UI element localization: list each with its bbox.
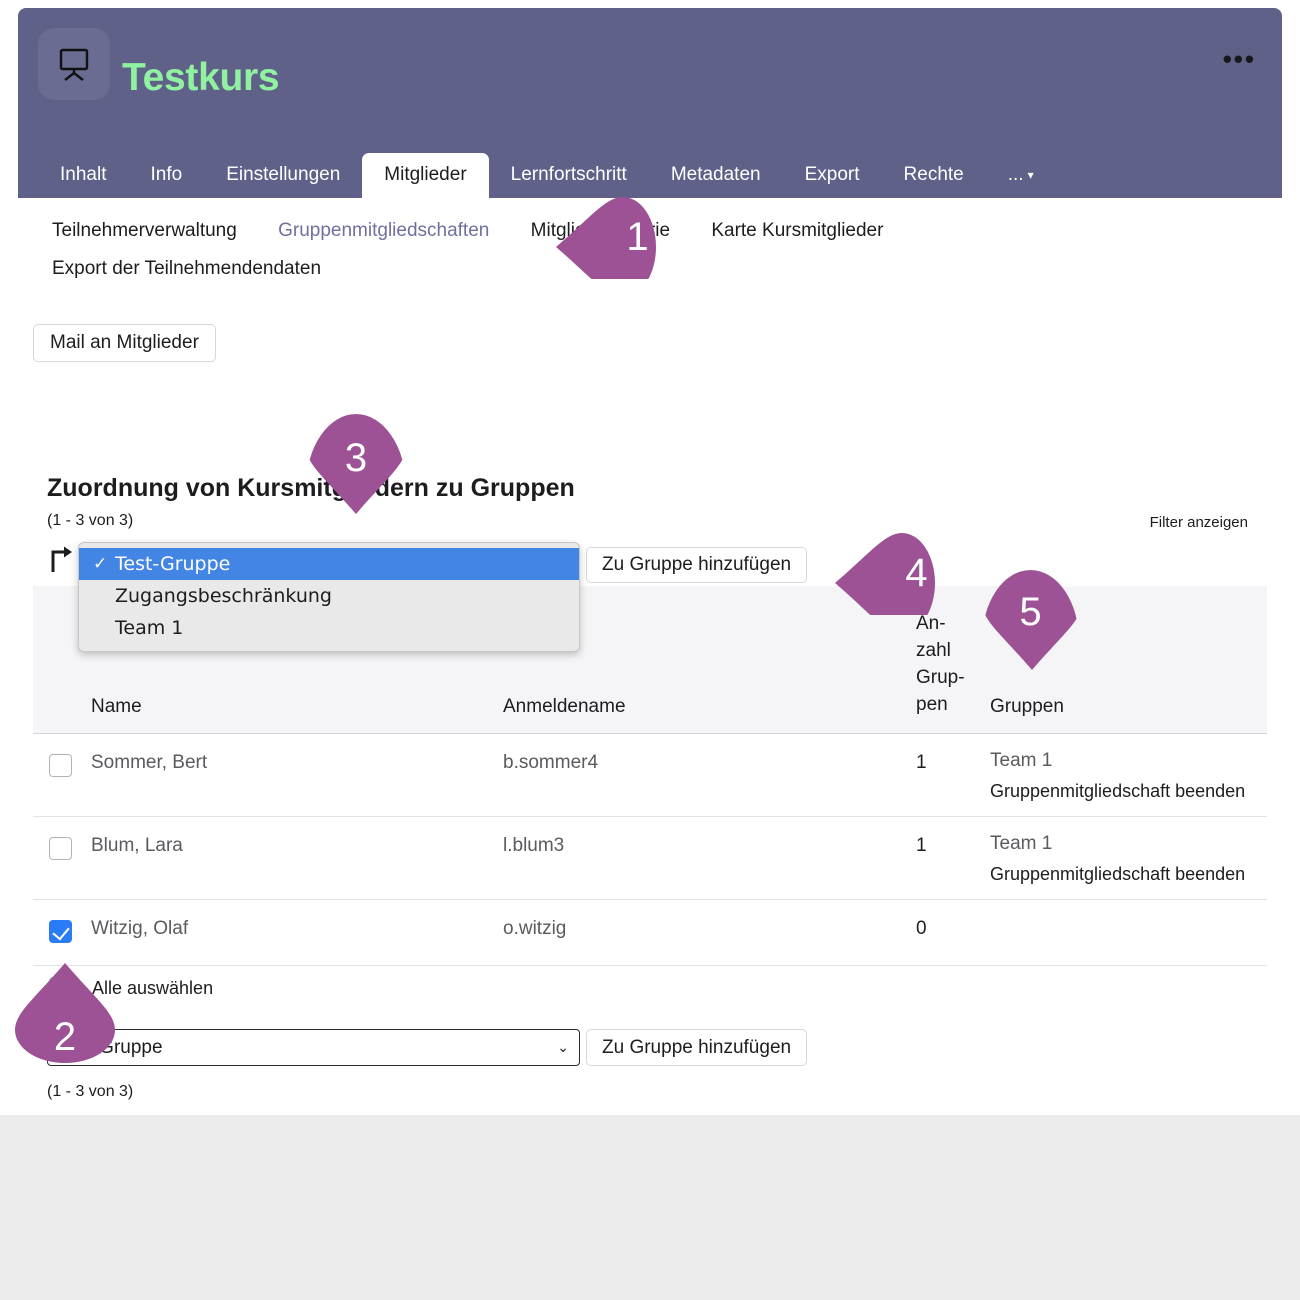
- dropdown-option-team-1[interactable]: Team 1: [79, 612, 579, 644]
- page-canvas: Testkurs ••• Inhalt Info Einstellungen M…: [0, 0, 1300, 1115]
- cell-anmeldename: o.witzig: [503, 918, 567, 939]
- subnav-item-mitgliedergalerie[interactable]: Mitgliedergalerie: [530, 220, 671, 241]
- sub-navigation: Teilnehmerverwaltung Gruppenmitgliedscha…: [52, 212, 1252, 288]
- add-to-group-button-top[interactable]: Zu Gruppe hinzufügen: [586, 547, 808, 583]
- column-header-line: An-: [916, 613, 946, 634]
- cell-name: Witzig, Olaf: [91, 918, 189, 939]
- column-header-name[interactable]: Name: [91, 696, 142, 717]
- tab-more[interactable]: ... ▾: [986, 153, 1056, 198]
- cell-anzahl-gruppen: 1: [916, 835, 927, 856]
- tab-einstellungen[interactable]: Einstellungen: [226, 164, 341, 185]
- tab-mitglieder[interactable]: Mitglieder: [362, 153, 489, 198]
- subnav-item-export-teilnehmendendaten[interactable]: Export der Teilnehmendendaten: [52, 258, 322, 279]
- column-header-anmeldename[interactable]: Anmeldename: [503, 696, 626, 717]
- tab-info[interactable]: Info: [150, 164, 183, 185]
- tab-more-label: ...: [1007, 164, 1024, 185]
- group-select-bottom-value: Test-Gruppe: [58, 1036, 163, 1058]
- select-all-row: Alle auswählen: [49, 977, 213, 1000]
- row-checkbox-cell: [49, 920, 72, 943]
- row-checkbox-cell: [49, 837, 72, 860]
- dropdown-option-label: Team 1: [115, 617, 184, 639]
- end-group-membership-link[interactable]: Gruppenmitgliedschaft beenden: [990, 781, 1246, 801]
- column-header-line: zahl: [916, 640, 951, 661]
- table-row: Blum, Lara l.blum3 1 Team 1 Gruppenmitgl…: [33, 817, 1267, 900]
- row-checkbox[interactable]: [49, 837, 72, 860]
- section-title: Zuordnung von Kursmitgliedern zu Gruppen: [47, 474, 575, 502]
- main-tab-bar: Inhalt Info Einstellungen Mitglieder Ler…: [18, 152, 1282, 198]
- cell-gruppen: Team 1 Gruppenmitgliedschaft beenden: [990, 829, 1245, 889]
- tab-export[interactable]: Export: [804, 164, 860, 185]
- column-header-gruppen[interactable]: Gruppen: [990, 696, 1064, 717]
- result-count-bottom: (1 - 3 von 3): [47, 1083, 134, 1100]
- select-all-label: Alle auswählen: [92, 978, 214, 998]
- dropdown-option-test-gruppe[interactable]: ✓ Test-Gruppe: [79, 548, 579, 580]
- row-checkbox-cell: [49, 754, 72, 777]
- chevron-down-icon: ⌄: [557, 1039, 569, 1055]
- result-count-top: (1 - 3 von 3): [47, 512, 134, 529]
- column-header-line: Grup-: [916, 667, 965, 688]
- column-header-line: pen: [916, 694, 948, 715]
- page-title: Testkurs: [122, 56, 280, 99]
- add-to-group-button-bottom[interactable]: Zu Gruppe hinzufügen: [586, 1029, 808, 1066]
- presentation-board-icon-svg: [59, 48, 89, 81]
- table-row: Witzig, Olaf o.witzig 0: [33, 900, 1267, 966]
- dropdown-option-label: Test-Gruppe: [115, 553, 231, 575]
- dropdown-option-label: Zugangsbeschränkung: [115, 585, 332, 607]
- table-row: Sommer, Bert b.sommer4 1 Team 1 Gruppenm…: [33, 734, 1267, 817]
- presentation-board-icon: [38, 28, 110, 100]
- more-options-icon[interactable]: •••: [1222, 44, 1256, 74]
- show-filter-link[interactable]: Filter anzeigen: [1149, 514, 1248, 531]
- cell-name: Blum, Lara: [91, 835, 183, 856]
- cell-anmeldename: l.blum3: [503, 835, 565, 856]
- mail-to-members-button[interactable]: Mail an Mitglieder: [33, 324, 216, 362]
- end-group-membership-link[interactable]: Gruppenmitgliedschaft beenden: [990, 864, 1246, 884]
- subnav-item-karte-kursmitglieder[interactable]: Karte Kursmitglieder: [711, 220, 884, 241]
- tab-inhalt[interactable]: Inhalt: [60, 164, 107, 185]
- cell-gruppen: Team 1 Gruppenmitgliedschaft beenden: [990, 746, 1245, 806]
- tab-rechte[interactable]: Rechte: [903, 164, 964, 185]
- check-icon: ✓: [93, 554, 108, 574]
- group-name: Team 1: [990, 750, 1053, 771]
- tab-lernfortschritt[interactable]: Lernfortschritt: [510, 164, 627, 185]
- subnav-item-gruppenmitgliedschaften[interactable]: Gruppenmitgliedschaften: [278, 220, 490, 241]
- row-checkbox[interactable]: [49, 920, 72, 943]
- arrow-up-right-icon: [51, 546, 72, 572]
- select-all-checkbox[interactable]: [49, 977, 72, 1000]
- dropdown-option-zugangsbeschraenkung[interactable]: Zugangsbeschränkung: [79, 580, 579, 612]
- row-checkbox[interactable]: [49, 754, 72, 777]
- column-header-anzahl-gruppen[interactable]: An- zahl Grup- pen: [916, 610, 978, 718]
- tab-metadaten[interactable]: Metadaten: [670, 164, 761, 185]
- course-header: Testkurs •••: [18, 8, 1282, 198]
- group-select-dropdown-open[interactable]: ✓ Test-Gruppe Zugangsbeschränkung Team 1: [78, 542, 580, 652]
- group-name: Team 1: [990, 833, 1053, 854]
- subnav-item-teilnehmerverwaltung[interactable]: Teilnehmerverwaltung: [52, 220, 237, 241]
- cell-anzahl-gruppen: 1: [916, 752, 927, 773]
- cell-name: Sommer, Bert: [91, 752, 208, 773]
- cell-anzahl-gruppen: 0: [916, 918, 927, 939]
- cell-anmeldename: b.sommer4: [503, 752, 599, 773]
- group-select-bottom[interactable]: Test-Gruppe ⌄: [47, 1029, 580, 1066]
- chevron-down-icon: ▾: [1027, 167, 1034, 182]
